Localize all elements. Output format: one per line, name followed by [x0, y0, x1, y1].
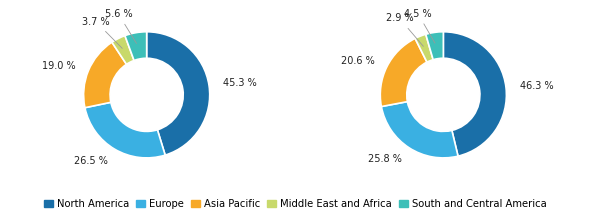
Text: 46.3 %: 46.3 % [520, 81, 553, 91]
Wedge shape [147, 32, 209, 155]
Text: 19.0 %: 19.0 % [42, 61, 76, 71]
Text: 5.6 %: 5.6 % [104, 9, 136, 43]
Text: 2.9 %: 2.9 % [386, 14, 424, 46]
Text: 3.7 %: 3.7 % [82, 17, 122, 48]
Text: 45.3 %: 45.3 % [223, 78, 257, 89]
Text: 26.5 %: 26.5 % [74, 156, 107, 166]
Wedge shape [381, 38, 427, 107]
Wedge shape [426, 32, 443, 60]
Wedge shape [415, 34, 433, 62]
Text: 20.6 %: 20.6 % [340, 56, 375, 66]
Legend: North America, Europe, Asia Pacific, Middle East and Africa, South and Central A: North America, Europe, Asia Pacific, Mid… [40, 195, 550, 213]
Wedge shape [85, 102, 165, 158]
Text: 25.8 %: 25.8 % [368, 154, 402, 164]
Wedge shape [443, 32, 506, 156]
Wedge shape [112, 36, 134, 64]
Text: 4.5 %: 4.5 % [404, 9, 435, 43]
Wedge shape [84, 42, 126, 108]
Wedge shape [125, 32, 147, 60]
Wedge shape [381, 102, 458, 158]
